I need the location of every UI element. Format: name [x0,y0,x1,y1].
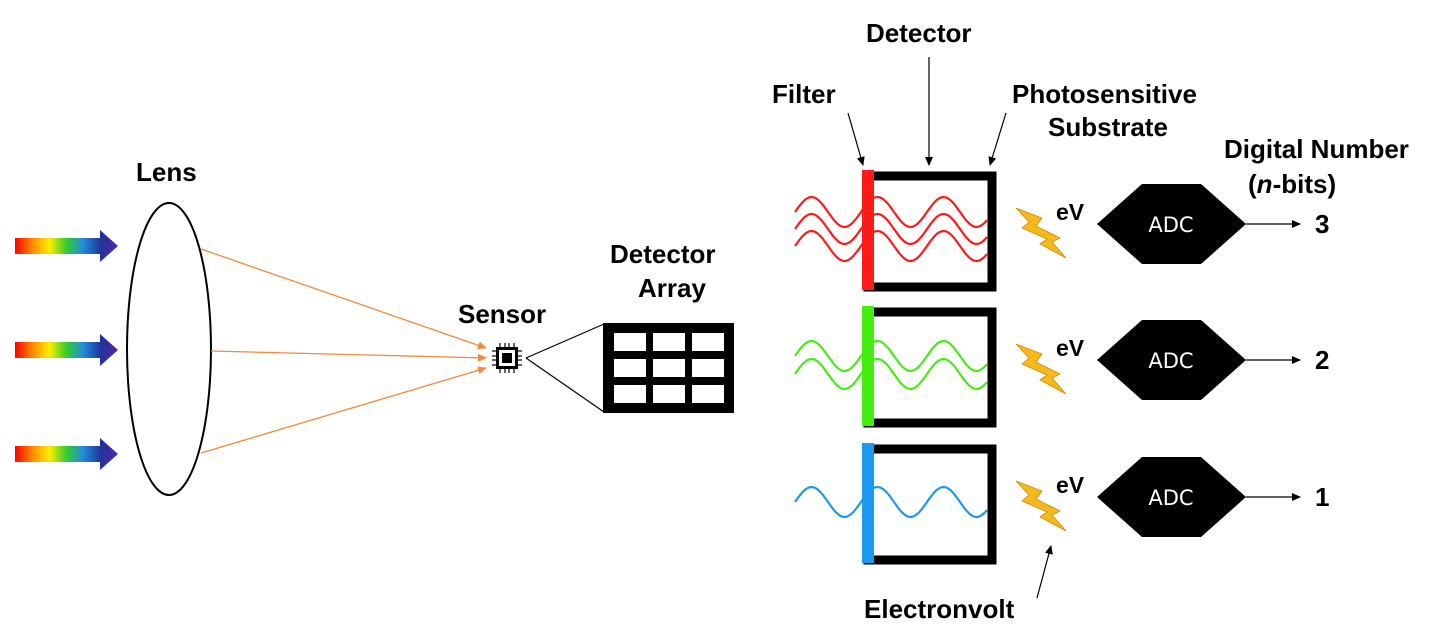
light-wave [794,485,988,519]
filter-bar [862,443,874,563]
lightning-bolt-icon [1015,480,1067,532]
detector-box [863,307,997,428]
detector-array-icon [603,323,734,413]
ev-label: eV [1056,335,1085,361]
adc-label: ADC [1148,486,1193,510]
adc-label: ADC [1148,349,1193,373]
channel-1: eV ADC 3 [794,170,1329,292]
detector-array-label-line1: Detector [610,239,715,269]
detector-label: Detector [866,18,971,48]
light-wave [794,357,988,391]
light-wave [794,229,988,263]
lens-icon [126,202,212,496]
detector-box [863,171,997,292]
light-wave [794,195,988,229]
lightning-bolt-icon [1015,343,1067,395]
detector-channels: eV ADC 3 eV ADC 2 eV ADC 1 [794,170,1329,565]
digital-number-label-line1: Digital Number [1224,134,1409,164]
digital-number-label-line2: (n-bits) [1248,169,1336,199]
light-arrow-bottom [15,438,118,470]
digital-number-value: 2 [1315,345,1329,375]
electronvolt-label: Electronvolt [864,594,1015,624]
photosensitive-label-line2: Substrate [1048,112,1168,142]
channel-3: eV ADC 1 [794,443,1329,565]
filter-bar [862,170,874,290]
filter-bar [862,306,874,426]
light-arrow-middle [15,334,118,366]
ray-top [200,248,487,350]
lightning-bolt-icon [1015,207,1067,259]
filter-label: Filter [772,79,836,109]
incoming-light-arrows [15,230,118,470]
ray-bottom [200,366,487,454]
light-arrow-top [15,230,118,262]
light-wave [794,339,988,373]
digital-number-value: 3 [1315,209,1329,239]
adc-block [1097,457,1246,537]
light-rays [200,248,487,454]
photosensitive-pointer [988,112,1007,166]
sensor-label: Sensor [458,299,546,329]
zoom-lines [525,323,605,413]
ray-middle [210,350,487,362]
photosensitive-label-line1: Photosensitive [1012,79,1197,109]
pointer-arrows [847,57,1053,599]
adc-block [1097,184,1246,264]
adc-block [1097,320,1246,400]
light-wave [794,212,988,246]
ev-label: eV [1056,472,1085,498]
sensor-chip-icon [492,343,522,373]
detector-box [863,444,997,565]
channel-2: eV ADC 2 [794,306,1329,428]
lens-label: Lens [136,157,197,187]
detector-array-label-line2: Array [638,273,706,303]
filter-pointer [847,112,865,166]
adc-label: ADC [1148,213,1193,237]
electronvolt-pointer [1036,545,1053,599]
digital-number-value: 1 [1315,482,1329,512]
ev-label: eV [1056,199,1085,225]
